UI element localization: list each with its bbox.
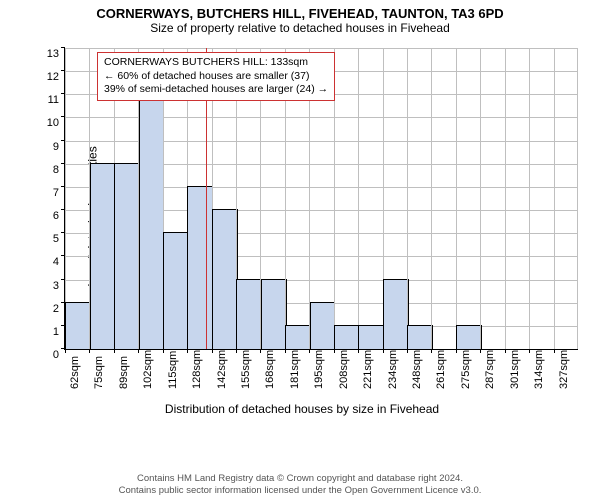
histogram-bar xyxy=(310,302,336,349)
y-tick-label: 9 xyxy=(35,141,59,153)
x-tick-label: 301sqm xyxy=(509,350,521,389)
y-tick-label: 1 xyxy=(35,326,59,338)
grid-line-v xyxy=(407,48,408,349)
histogram-bar xyxy=(358,325,384,349)
histogram-bar xyxy=(236,279,262,349)
x-tick-label: 234sqm xyxy=(387,350,399,389)
x-tick-label: 89sqm xyxy=(118,356,130,389)
y-tick-label: 3 xyxy=(35,280,59,292)
x-tick-mark xyxy=(285,349,286,353)
x-tick-mark xyxy=(114,349,115,353)
grid-line-v xyxy=(554,48,555,349)
x-tick-label: 275sqm xyxy=(460,350,472,389)
x-tick-label: 142sqm xyxy=(216,350,228,389)
histogram-bar xyxy=(187,186,213,349)
histogram-bar xyxy=(407,325,433,349)
title-line-2: Size of property relative to detached ho… xyxy=(0,21,600,35)
x-tick-label: 75sqm xyxy=(93,356,105,389)
x-tick-mark xyxy=(309,349,310,353)
histogram-bar xyxy=(163,232,189,349)
y-tick-label: 5 xyxy=(35,233,59,245)
x-tick-label: 168sqm xyxy=(264,350,276,389)
grid-line-v xyxy=(456,48,457,349)
x-tick-label: 155sqm xyxy=(240,350,252,389)
y-tick-label: 12 xyxy=(35,71,59,83)
annotation-box: CORNERWAYS BUTCHERS HILL: 133sqm ← 60% o… xyxy=(97,52,335,101)
histogram-bar xyxy=(456,325,482,349)
x-tick-mark xyxy=(529,349,530,353)
histogram-bar xyxy=(212,209,238,349)
x-tick-mark xyxy=(187,349,188,353)
x-tick-mark xyxy=(89,349,90,353)
x-tick-mark xyxy=(212,349,213,353)
histogram-bar xyxy=(114,163,140,349)
footer-line-1: Contains HM Land Registry data © Crown c… xyxy=(0,473,600,484)
grid-line-v xyxy=(431,48,432,349)
footer-attribution: Contains HM Land Registry data © Crown c… xyxy=(0,473,600,496)
annotation-line-1: CORNERWAYS BUTCHERS HILL: 133sqm xyxy=(104,56,328,70)
footer-line-2: Contains public sector information licen… xyxy=(0,485,600,496)
annotation-line-2: ← 60% of detached houses are smaller (37… xyxy=(104,70,328,84)
grid-line-v xyxy=(480,48,481,349)
x-tick-mark xyxy=(505,349,506,353)
grid-line-h xyxy=(65,48,578,49)
chart-area: Number of detached properties 0123456789… xyxy=(22,44,582,414)
x-tick-mark xyxy=(383,349,384,353)
y-tick-label: 6 xyxy=(35,210,59,222)
x-tick-label: 261sqm xyxy=(435,350,447,389)
x-tick-mark xyxy=(163,349,164,353)
histogram-bar xyxy=(139,93,165,349)
y-tick-label: 0 xyxy=(35,349,59,361)
x-tick-label: 208sqm xyxy=(338,350,350,389)
grid-line-v xyxy=(529,48,530,349)
x-tick-label: 287sqm xyxy=(484,350,496,389)
x-tick-label: 102sqm xyxy=(142,350,154,389)
x-tick-mark xyxy=(358,349,359,353)
x-tick-mark xyxy=(480,349,481,353)
y-tick-label: 13 xyxy=(35,48,59,60)
histogram-bar xyxy=(383,279,409,349)
histogram-bar xyxy=(285,325,311,349)
x-tick-label: 181sqm xyxy=(289,350,301,389)
x-tick-label: 314sqm xyxy=(533,350,545,389)
x-tick-mark xyxy=(65,349,66,353)
histogram-bar xyxy=(334,325,360,349)
y-tick-label: 7 xyxy=(35,187,59,199)
x-tick-label: 248sqm xyxy=(411,350,423,389)
annotation-line-3: 39% of semi-detached houses are larger (… xyxy=(104,83,328,97)
x-tick-mark xyxy=(554,349,555,353)
x-tick-label: 62sqm xyxy=(69,356,81,389)
title-line-1: CORNERWAYS, BUTCHERS HILL, FIVEHEAD, TAU… xyxy=(0,0,600,21)
y-tick-label: 4 xyxy=(35,256,59,268)
grid-line-v xyxy=(505,48,506,349)
x-tick-label: 128sqm xyxy=(191,350,203,389)
x-tick-mark xyxy=(260,349,261,353)
histogram-bar xyxy=(90,163,116,349)
x-tick-label: 327sqm xyxy=(558,350,570,389)
y-tick-label: 10 xyxy=(35,117,59,129)
x-tick-mark xyxy=(334,349,335,353)
x-tick-label: 195sqm xyxy=(313,350,325,389)
x-tick-label: 115sqm xyxy=(167,351,179,389)
histogram-bar xyxy=(261,279,287,349)
x-tick-mark xyxy=(431,349,432,353)
grid-line-v xyxy=(577,48,578,349)
x-tick-mark xyxy=(456,349,457,353)
y-tick-label: 11 xyxy=(35,94,59,106)
plot-region: 01234567891011121362sqm75sqm89sqm102sqm1… xyxy=(64,48,578,350)
x-tick-mark xyxy=(407,349,408,353)
x-tick-mark xyxy=(236,349,237,353)
y-tick-label: 2 xyxy=(35,303,59,315)
x-tick-label: 221sqm xyxy=(362,350,374,389)
grid-line-v xyxy=(358,48,359,349)
x-tick-mark xyxy=(138,349,139,353)
y-tick-label: 8 xyxy=(35,164,59,176)
x-axis-label: Distribution of detached houses by size … xyxy=(22,402,582,416)
histogram-bar xyxy=(65,302,91,349)
